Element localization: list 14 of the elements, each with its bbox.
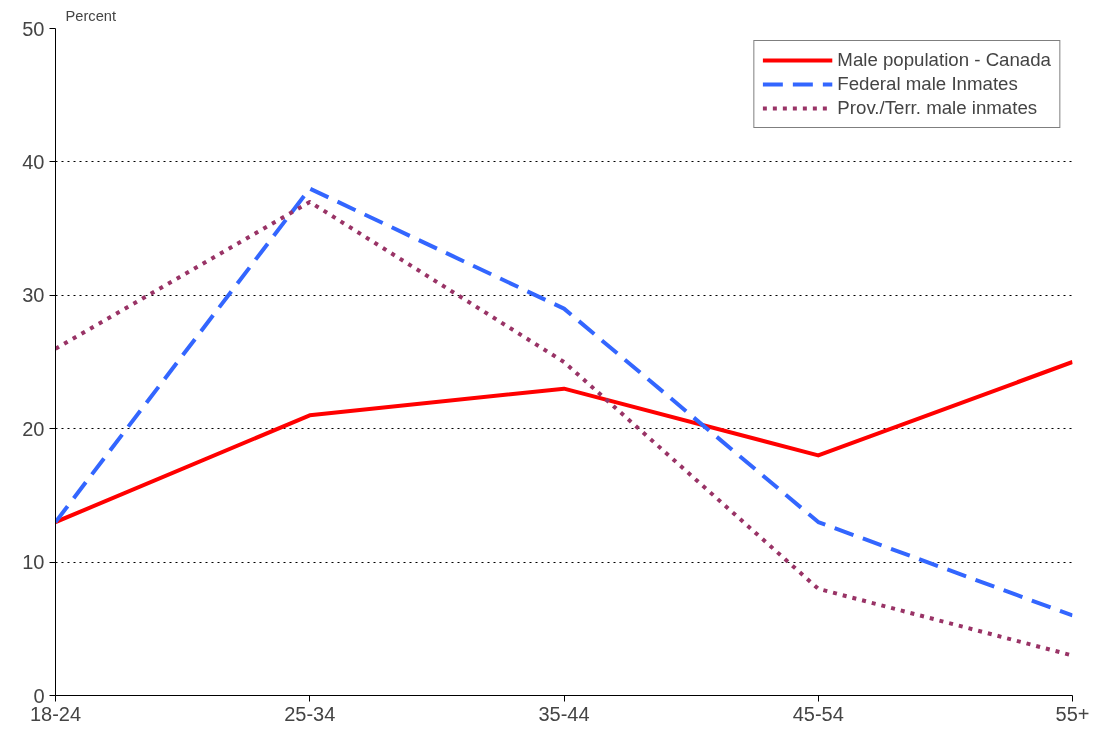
legend-label: Prov./Terr. male inmates [837, 97, 1038, 119]
x-tick-label: 35-44 [538, 702, 590, 725]
y-axis-title: Percent [65, 7, 117, 24]
y-tick-label: 40 [22, 150, 45, 173]
y-tick-label: 30 [22, 284, 45, 307]
x-tick-label: 45-54 [792, 702, 844, 725]
y-tick-label: 50 [22, 17, 45, 40]
legend-label: Male population - Canada [837, 49, 1051, 71]
y-tick-label: 20 [22, 417, 45, 440]
x-tick-label: 55+ [1055, 702, 1090, 725]
y-tick-label: 10 [22, 551, 45, 574]
legend-label: Federal male Inmates [837, 73, 1018, 95]
line-series [55, 360, 1073, 525]
x-tick-label: 25-34 [284, 702, 336, 725]
